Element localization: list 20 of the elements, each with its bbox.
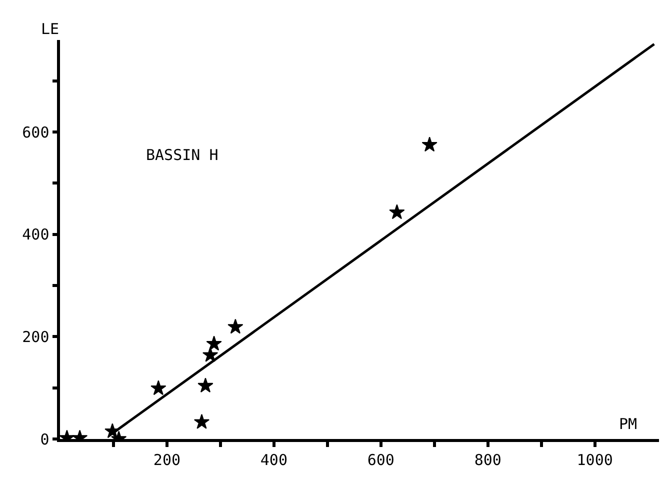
y-axis-title: LE <box>41 20 60 38</box>
point <box>389 204 405 220</box>
annotation: BASSIN H <box>146 146 218 164</box>
point <box>228 318 244 334</box>
point <box>198 378 214 393</box>
x-axis-title: PM <box>619 415 638 433</box>
y-tick-label: 600 <box>22 123 50 142</box>
y-tick-label: 400 <box>22 226 50 244</box>
point <box>422 136 438 152</box>
x-tick-label: 600 <box>367 450 394 469</box>
x-tick-label: 1000 <box>576 450 613 469</box>
y-tick-label: 0 <box>40 430 50 448</box>
point <box>194 414 210 429</box>
x-tick-label: 400 <box>260 450 288 469</box>
point <box>202 346 218 362</box>
point <box>150 380 166 396</box>
x-tick-label: 200 <box>153 450 181 469</box>
point <box>206 336 222 351</box>
y-tick-label: 200 <box>22 328 50 346</box>
x-tick-label: 800 <box>474 450 502 469</box>
